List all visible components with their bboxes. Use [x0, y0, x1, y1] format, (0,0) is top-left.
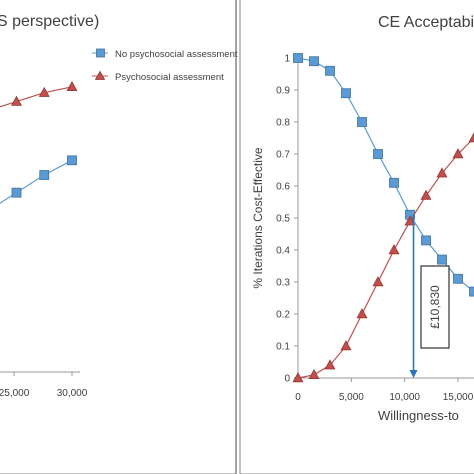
right-series-1-point-10	[452, 148, 464, 159]
right-series-0-point-6	[389, 177, 399, 188]
right-y-tick-label-4: 0.4	[276, 246, 290, 257]
legend: No psychosocial assessment Psychosocial …	[92, 48, 238, 83]
right-series-0-point-1	[309, 56, 319, 67]
left-panel-frame	[0, 0, 237, 474]
left-x-tick-label-25000: 25,000	[0, 388, 30, 399]
left-series-1-point-11	[38, 86, 50, 97]
left-series-0-point-11	[39, 170, 50, 180]
legend-marker-psychosocial	[94, 70, 106, 80]
legend-label-no-psychosocial: No psychosocial assessment	[115, 49, 238, 60]
right-y-tick-label-9: 0.9	[276, 86, 290, 97]
threshold-label: £10,830	[428, 285, 442, 329]
right-series-0-point-9	[437, 254, 447, 265]
right-series-0-point-4	[357, 117, 367, 127]
right-panel-frame	[239, 0, 474, 474]
right-series-1-point-4	[356, 308, 368, 319]
right-y-tick-label-8: 0.8	[276, 118, 290, 129]
right-series-1-point-6	[388, 244, 400, 255]
right-x-tick-label-2: 10,000	[389, 392, 420, 403]
right-y-tick-label-7: 0.7	[276, 150, 290, 161]
left-series-1-point-10	[11, 95, 22, 106]
right-y-tick-label-0: 0	[284, 374, 290, 385]
right-series-1-point-11	[468, 132, 474, 143]
right-y-tick-label-1: 0.1	[276, 342, 290, 353]
right-series-0-point-8	[421, 235, 431, 246]
right-x-axis-label: Willingness-to	[378, 408, 459, 423]
right-y-tick-label-5: 0.5	[276, 214, 290, 225]
threshold-label-box	[420, 265, 450, 349]
legend-label-psychosocial: Psychosocial assessment	[115, 72, 224, 83]
right-y-axis-label: % Iterations Cost-Effective	[251, 147, 265, 288]
right-y-tick-label-10: 1	[284, 54, 290, 65]
right-chart-title: CE Acceptability	[378, 14, 474, 31]
threshold-arrow-head	[409, 370, 418, 378]
threshold-annotation: £10,830	[409, 214, 450, 378]
left-series-1-point-12	[66, 80, 78, 92]
right-series-1-point-8	[420, 189, 432, 200]
right-x-tick-label-1: 5,000	[339, 392, 364, 403]
legend-marker-no-psychosocial	[96, 48, 105, 58]
right-x-tick-label-0: 0	[295, 392, 301, 403]
right-series-group	[292, 53, 474, 383]
left-series-0-point-10	[11, 187, 22, 198]
right-series-0-point-2	[325, 65, 335, 76]
right-series-1-point-7	[404, 215, 416, 226]
right-series-0-point-3	[341, 88, 351, 99]
left-chart-title: S perspective)	[0, 13, 99, 30]
left-panel: S perspective) 25,000 30,000 No psychoso…	[0, 0, 238, 474]
right-series-1-point-3	[340, 340, 352, 351]
right-series-1-point-5	[372, 276, 384, 287]
left-series-0-point-12	[67, 155, 77, 166]
right-y-tick-label-3: 0.3	[276, 278, 290, 289]
left-series-group	[0, 80, 78, 204]
right-series-1-point-1	[308, 368, 320, 380]
right-y-ticks: 0 0.1 0.2 0.3 0.4 0.5 0.6 0.7 0.8 0.9 1	[276, 54, 298, 385]
right-series-1-point-0	[292, 372, 304, 383]
right-series-0-point-5	[373, 149, 383, 159]
right-series-1-point-2	[324, 359, 336, 370]
left-x-tick-label-30000: 30,000	[57, 388, 88, 399]
right-y-tick-label-2: 0.2	[276, 310, 290, 321]
right-x-tick-label-3: 15,000	[443, 392, 474, 403]
right-panel: CE Acceptability 00.10.20.30.40.50.60.70…	[239, 0, 474, 474]
right-series-0-point-11	[469, 286, 474, 297]
right-series-0-point-10	[453, 273, 463, 284]
right-y-tick-label-6: 0.6	[276, 182, 290, 193]
right-series-0-point-0	[293, 53, 303, 63]
right-series-1-point-9	[436, 167, 448, 178]
